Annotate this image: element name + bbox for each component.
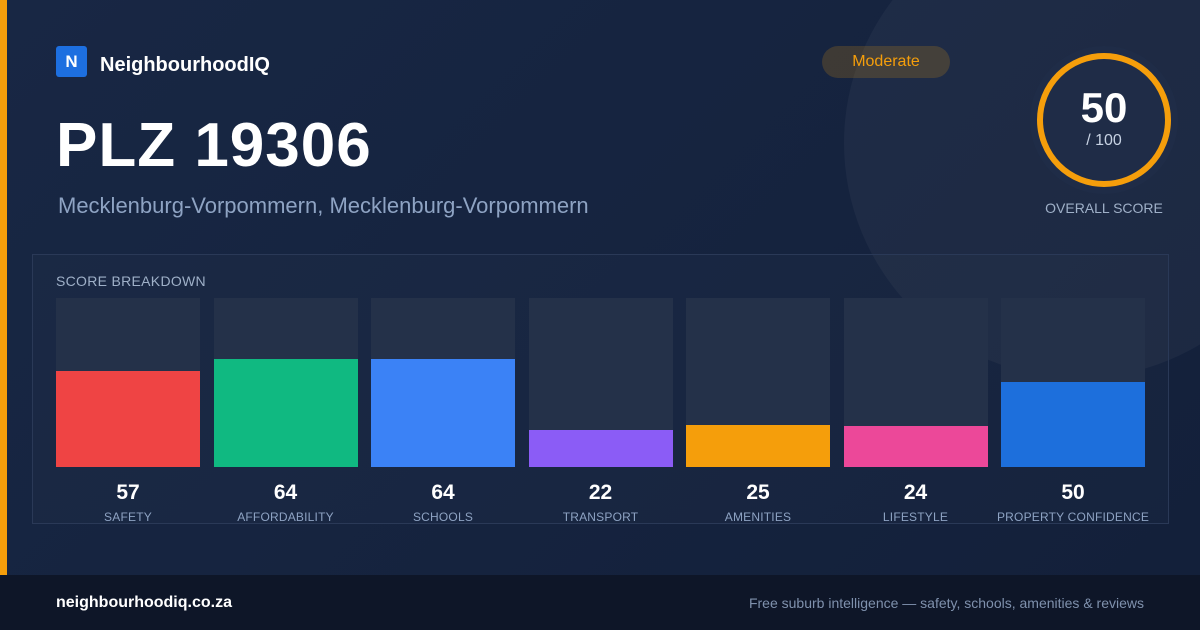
overall-score-label: OVERALL SCORE bbox=[1045, 200, 1163, 216]
bar-value: 50 bbox=[1061, 481, 1085, 504]
footer: neighbourhoodiq.co.za Free suburb intell… bbox=[0, 575, 1200, 630]
score-bar-safety: 57 SAFETY bbox=[56, 298, 200, 524]
bar-track bbox=[371, 298, 515, 467]
score-ring-icon bbox=[1030, 46, 1178, 194]
bar-label: SAFETY bbox=[104, 510, 152, 524]
bar-track bbox=[1001, 298, 1145, 467]
bar-track bbox=[528, 298, 673, 467]
bar-fill bbox=[1001, 382, 1145, 467]
bar-label: AFFORDABILITY bbox=[237, 510, 334, 524]
breakdown-title: SCORE BREAKDOWN bbox=[56, 273, 206, 289]
bar-value: 24 bbox=[903, 481, 928, 504]
bar-label: AMENITIES bbox=[724, 510, 792, 524]
bar-value: 64 bbox=[431, 481, 455, 504]
brand[interactable]: N NeighbourhoodIQ bbox=[56, 46, 270, 77]
bar-fill bbox=[213, 359, 358, 467]
score-bar-lifestyle: 24 LIFESTYLE bbox=[843, 298, 988, 524]
bar-value: 22 bbox=[588, 481, 613, 504]
footer-tagline: Free suburb intelligence — safety, schoo… bbox=[748, 595, 1144, 611]
score-bar-amenities: 25 AMENITIES bbox=[686, 298, 830, 524]
bar-fill bbox=[843, 426, 988, 467]
bar-label: TRANSPORT bbox=[562, 510, 639, 524]
bar-track bbox=[843, 298, 988, 467]
score-bar-schools: 64 SCHOOLS bbox=[371, 298, 515, 524]
score-breakdown-panel: SCORE BREAKDOWN 57 SAFETY 64 AFFORDABILITY 6… bbox=[32, 254, 1169, 524]
bar-label: SCHOOLS bbox=[412, 510, 474, 524]
brand-logo-icon: N bbox=[56, 46, 87, 77]
bar-fill bbox=[371, 359, 515, 467]
bar-label: PROPERTY CONFIDENCE bbox=[996, 510, 1150, 524]
page-title: PLZ 19306 bbox=[56, 111, 372, 180]
bar-fill bbox=[56, 371, 200, 467]
bar-fill bbox=[528, 430, 673, 467]
score-bar-transport: 22 TRANSPORT bbox=[528, 298, 673, 524]
bar-track bbox=[56, 298, 200, 467]
bar-fill bbox=[686, 425, 830, 467]
bar-value: 64 bbox=[273, 481, 298, 504]
gauge-backdrop bbox=[1030, 46, 1178, 194]
overall-score-value: 50 bbox=[1080, 84, 1128, 131]
brand-name: NeighbourhoodIQ bbox=[100, 54, 270, 76]
bar-track bbox=[213, 298, 358, 467]
accent-stripe bbox=[0, 0, 7, 575]
rating-badge: Moderate bbox=[822, 46, 950, 78]
bar-track bbox=[686, 298, 830, 467]
bar-value: 25 bbox=[746, 481, 770, 504]
score-bar-property-confidence: 50 PROPERTY CONFIDENCE bbox=[997, 298, 1149, 524]
overall-score-max: / 100 bbox=[1086, 132, 1122, 149]
page-subtitle: Mecklenburg-Vorpommern, Mecklenburg-Vorp… bbox=[58, 193, 589, 218]
gauge-progress bbox=[1037, 53, 1171, 187]
hero-card: N NeighbourhoodIQ PLZ 19306 Mecklenburg-… bbox=[0, 0, 1200, 575]
bar-value: 57 bbox=[116, 481, 140, 504]
footer-domain-link[interactable]: neighbourhoodiq.co.za bbox=[56, 594, 232, 611]
score-bar-affordability: 64 AFFORDABILITY bbox=[213, 298, 358, 524]
overall-score-gauge: 50 / 100 bbox=[1028, 44, 1180, 196]
bar-label: LIFESTYLE bbox=[882, 510, 949, 524]
